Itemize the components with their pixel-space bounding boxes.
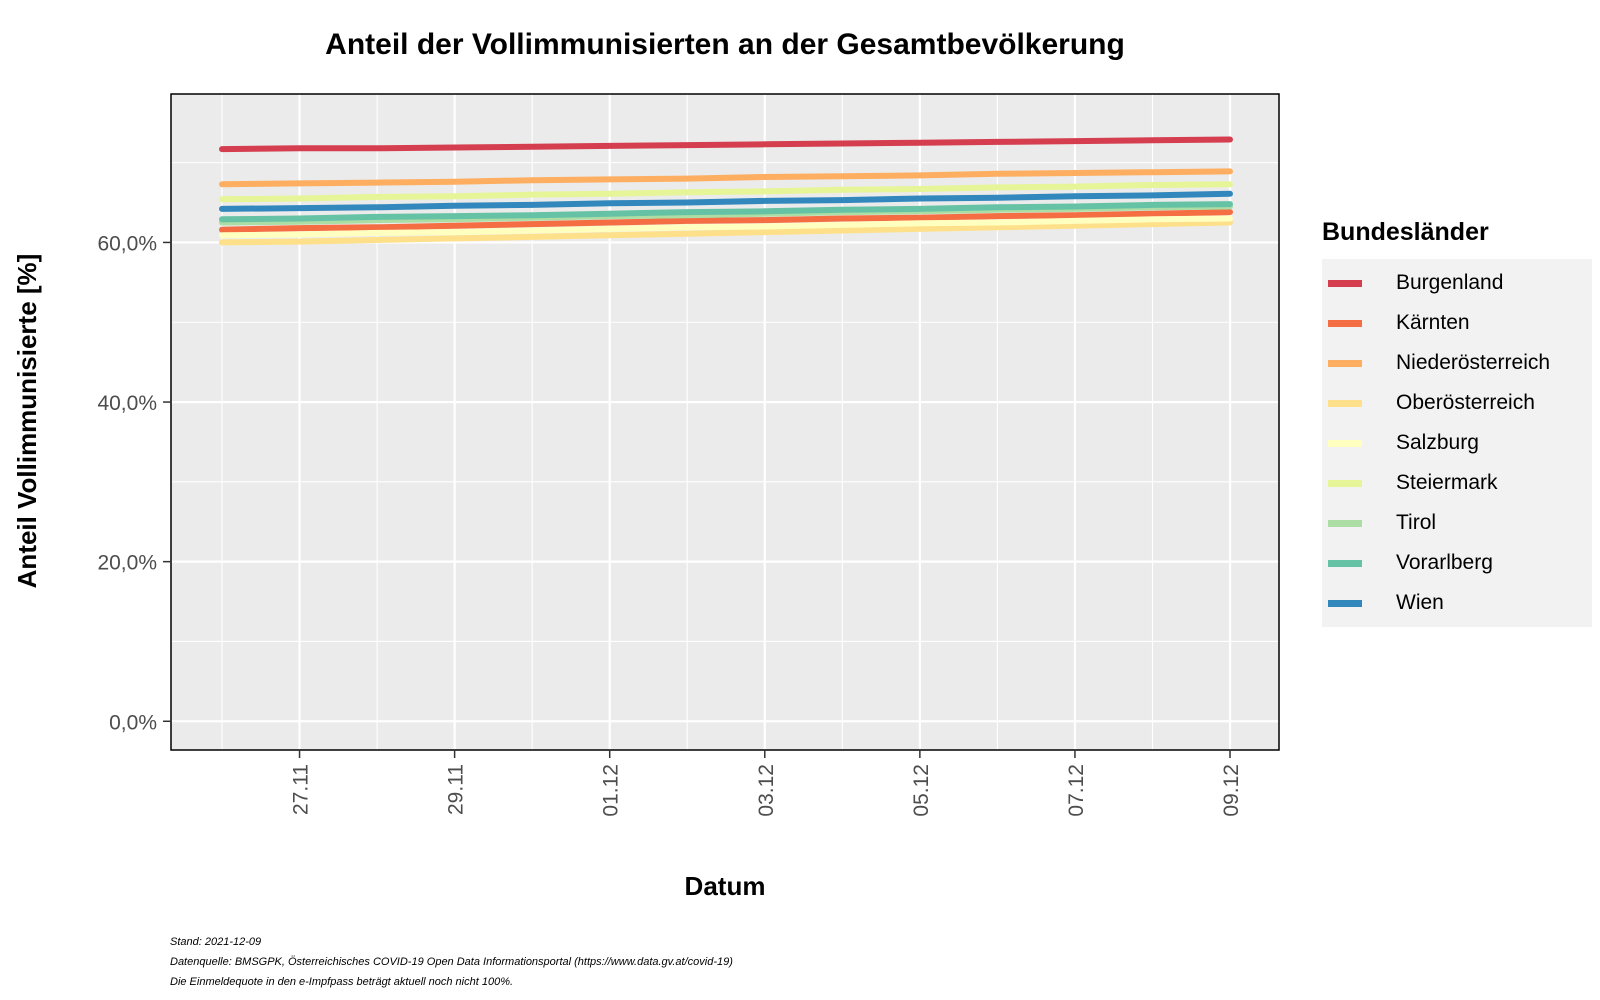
legend-label: Salzburg <box>1396 431 1479 454</box>
legend-label: Niederösterreich <box>1396 351 1551 374</box>
series-line-steiermark <box>219 181 1233 203</box>
series-line-vorarlberg <box>219 201 1233 223</box>
legend-item: Burgenland <box>1322 263 1592 303</box>
legend-key-line <box>1328 399 1362 407</box>
legend-key-line <box>1328 559 1362 567</box>
legend-key-line <box>1328 279 1362 287</box>
series-line-kärnten <box>219 209 1233 233</box>
x-tick-label: 03.12 <box>755 764 778 817</box>
plot-border <box>170 93 1280 751</box>
y-tick-label: 60,0% <box>97 232 157 255</box>
legend-item: Salzburg <box>1322 423 1592 463</box>
legend-label: Steiermark <box>1396 471 1498 494</box>
y-tick-label: 20,0% <box>97 552 157 575</box>
x-tick-label: 05.12 <box>910 764 933 817</box>
legend: Bundesländer Burgenland Kärnten Niederöste… <box>1322 218 1592 627</box>
legend-key-line <box>1328 519 1362 527</box>
legend-label: Oberösterreich <box>1396 391 1535 414</box>
legend-key-line <box>1328 359 1362 367</box>
legend-item: Vorarlberg <box>1322 543 1592 583</box>
legend-item: Steiermark <box>1322 463 1592 503</box>
legend-items: Burgenland Kärnten Niederösterreich Oberöst… <box>1322 259 1592 627</box>
legend-label: Wien <box>1396 591 1444 614</box>
x-tick-label: 29.11 <box>445 764 468 815</box>
series-line-burgenland <box>219 136 1233 153</box>
x-axis-title: Datum <box>685 871 766 901</box>
x-tick-label: 09.12 <box>1220 764 1243 817</box>
series-line-niederösterreich <box>219 168 1233 188</box>
series-line-salzburg <box>219 215 1233 239</box>
series-line-wien <box>219 190 1233 212</box>
legend-title: Bundesländer <box>1322 218 1489 246</box>
legend-item: Wien <box>1322 583 1592 623</box>
legend-item: Kärnten <box>1322 303 1592 343</box>
legend-item: Tirol <box>1322 503 1592 543</box>
footnote-stand: Stand: 2021-12-09 <box>170 936 262 948</box>
x-tick-label: 01.12 <box>600 764 623 817</box>
y-tick-label: 40,0% <box>97 392 157 415</box>
x-tick-label: 07.12 <box>1065 764 1088 817</box>
legend-item: Oberösterreich <box>1322 383 1592 423</box>
x-axis: 27.11 29.11 01.12 03.12 05.12 07.12 09.12 <box>290 750 1243 817</box>
chart-title: Anteil der Vollimmunisierten an der Gesa… <box>325 28 1125 61</box>
legend-label: Kärnten <box>1396 311 1470 334</box>
minor-gridlines <box>171 94 1279 750</box>
y-tick-label: 0,0% <box>109 711 157 734</box>
legend-label: Vorarlberg <box>1396 551 1493 574</box>
x-tick-label: 27.11 <box>290 764 313 815</box>
footnote-note: Die Einmeldequote in den e-Impfpass betr… <box>170 976 514 988</box>
legend-key-line <box>1328 439 1362 447</box>
legend-item: Niederösterreich <box>1322 343 1592 383</box>
legend-key-line <box>1328 479 1362 487</box>
y-axis: 0,0% 20,0% 40,0% 60,0% <box>97 232 171 734</box>
legend-key-line <box>1328 599 1362 607</box>
legend-key-line <box>1328 319 1362 327</box>
series-lines <box>219 136 1233 246</box>
footnote-source: Datenquelle: BMSGPK, Österreichisches CO… <box>170 956 733 968</box>
legend-label: Burgenland <box>1396 271 1504 294</box>
legend-label: Tirol <box>1396 511 1437 534</box>
series-line-oberösterreich <box>219 219 1233 246</box>
y-axis-title: Anteil Vollimmunisierte [%] <box>12 254 42 589</box>
